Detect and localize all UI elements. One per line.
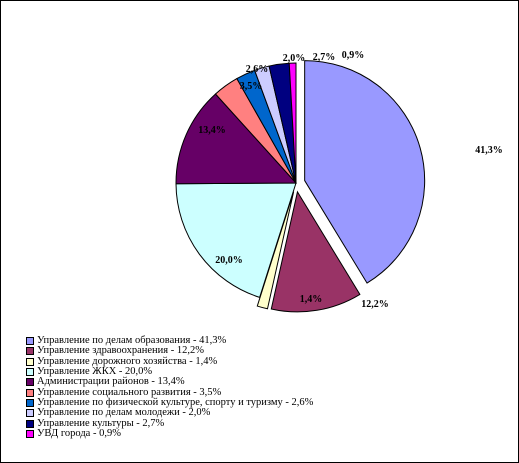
legend-swatch bbox=[26, 398, 34, 407]
legend-label: Администрации районов - 13,4% bbox=[37, 376, 185, 388]
legend-label: Управление ЖКХ - 20,0% bbox=[37, 366, 153, 378]
legend-swatch bbox=[26, 357, 34, 366]
legend-label: Управление по физической культуре, спорт… bbox=[37, 396, 314, 408]
legend-item: Управление социального развития - 3,5% bbox=[26, 387, 313, 397]
pie-slice bbox=[270, 190, 361, 313]
data-label: 2,7% bbox=[313, 52, 336, 63]
legend-item: Управление дорожного хозяйства - 1,4% bbox=[26, 355, 313, 367]
data-label: 0,9% bbox=[342, 50, 365, 61]
legend-label: Управление социального развития - 3,5% bbox=[37, 386, 222, 398]
legend-item: УВД города - 0,9% bbox=[26, 427, 313, 439]
legend-label: УВД города - 0,9% bbox=[37, 427, 121, 439]
legend-item: Управление по делам молодежи - 2,0% bbox=[26, 407, 313, 419]
legend-item: Управление культуры - 2,7% bbox=[26, 418, 313, 428]
legend-swatch bbox=[26, 419, 34, 428]
legend-swatch bbox=[26, 388, 34, 397]
data-label: 13,4% bbox=[198, 125, 226, 136]
data-label: 41,3% bbox=[475, 145, 503, 156]
legend-label: Управление дорожного хозяйства - 1,4% bbox=[37, 355, 218, 367]
legend-swatch bbox=[26, 409, 34, 418]
legend-label: Управление по делам молодежи - 2,0% bbox=[37, 407, 211, 419]
pie-slice bbox=[256, 191, 295, 310]
legend-item: Администрации районов - 13,4% bbox=[26, 377, 313, 387]
legend-swatch bbox=[26, 378, 34, 387]
legend-item: Управление по делам образования - 41,3% bbox=[26, 335, 313, 347]
legend-label: Управление культуры - 2,7% bbox=[37, 417, 165, 429]
legend-swatch bbox=[26, 368, 34, 377]
pie-slice bbox=[304, 60, 426, 284]
legend-item: Управление ЖКХ - 20,0% bbox=[26, 366, 313, 378]
pie-slice bbox=[288, 62, 297, 184]
data-label: 12,2% bbox=[361, 299, 389, 310]
pie-slice bbox=[175, 93, 298, 185]
data-label: 20,0% bbox=[215, 255, 243, 266]
legend-label: Управление здравоохранения - 12,2% bbox=[37, 345, 204, 357]
legend-item: Управление по физической культуре, спорт… bbox=[26, 396, 314, 408]
data-label: 2,0% bbox=[283, 53, 306, 64]
data-label: 3,5% bbox=[240, 81, 263, 92]
legend-swatch bbox=[26, 347, 34, 356]
data-label: 2,6% bbox=[246, 64, 269, 75]
chart-legend: Управление по делам образования - 41,3% У… bbox=[26, 335, 314, 439]
legend-swatch bbox=[26, 337, 34, 346]
legend-swatch bbox=[26, 429, 34, 438]
legend-item: Управление здравоохранения - 12,2% bbox=[26, 346, 313, 356]
pie-slice bbox=[175, 182, 297, 298]
legend-label: Управление по делам образования - 41,3% bbox=[37, 335, 227, 347]
data-label: 1,4% bbox=[300, 294, 323, 305]
